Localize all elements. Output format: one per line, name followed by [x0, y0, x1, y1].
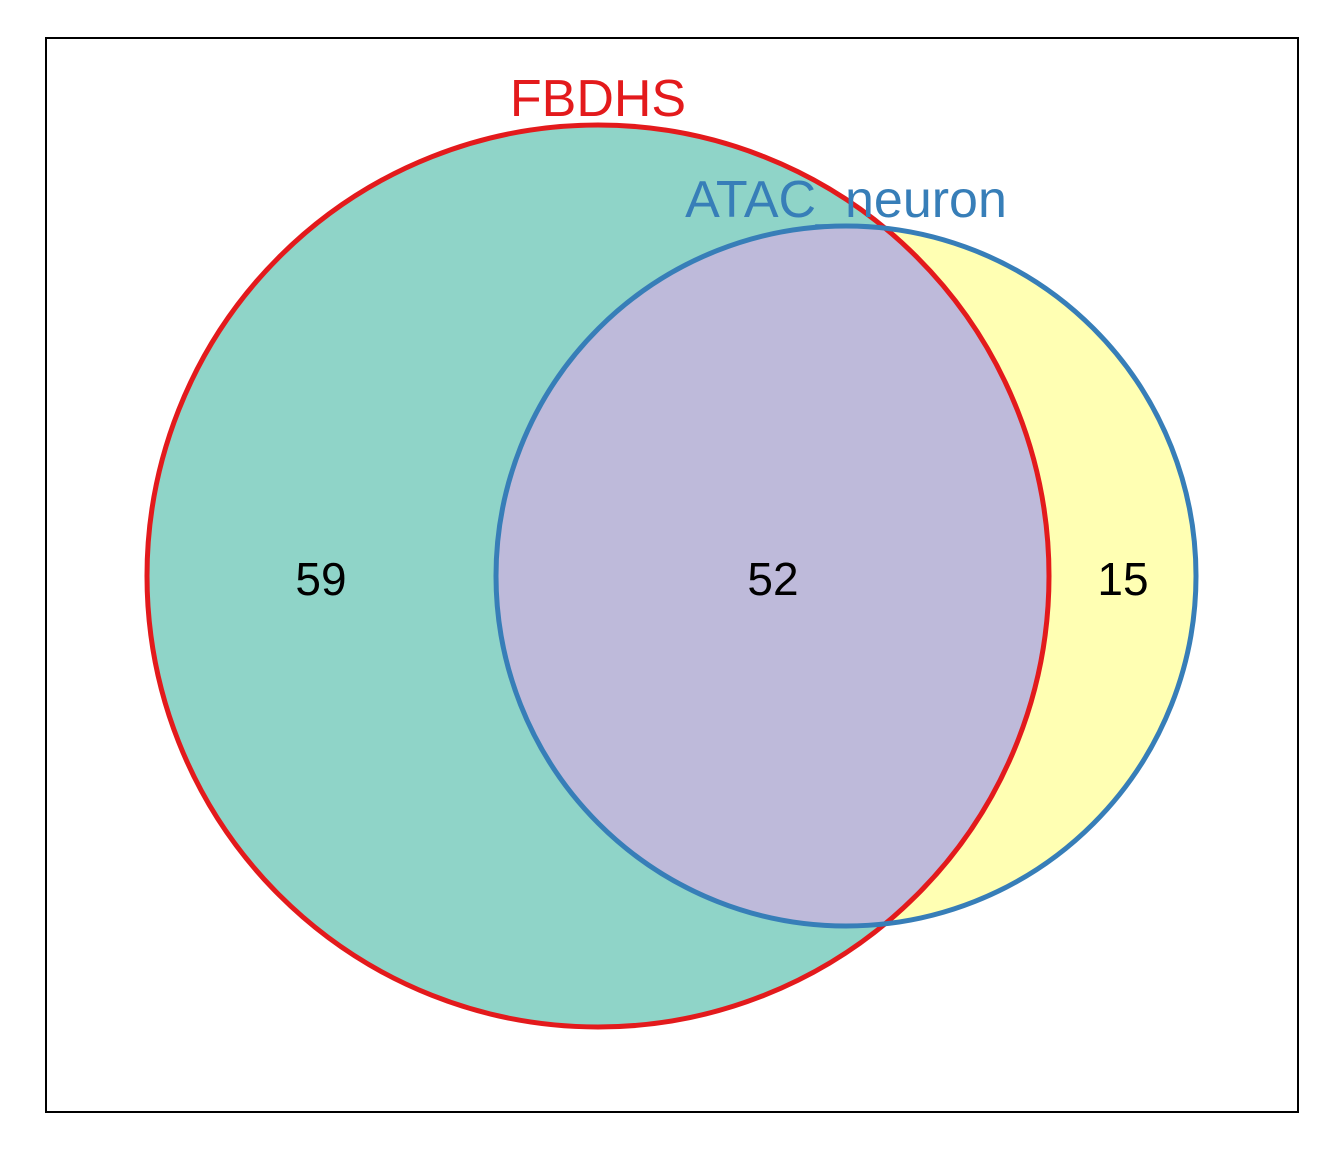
atac-neuron-only-count: 15	[1097, 553, 1148, 605]
atac-neuron-circle-outline	[493, 223, 1199, 929]
fbdhs-set-label: FBDHS	[510, 70, 686, 128]
fbdhs-only-count: 59	[295, 553, 346, 605]
fbdhs-circle-outline	[144, 122, 1052, 1030]
intersection-count: 52	[747, 553, 798, 605]
atac-neuron-set-label: ATAC_neuron	[685, 171, 1007, 229]
